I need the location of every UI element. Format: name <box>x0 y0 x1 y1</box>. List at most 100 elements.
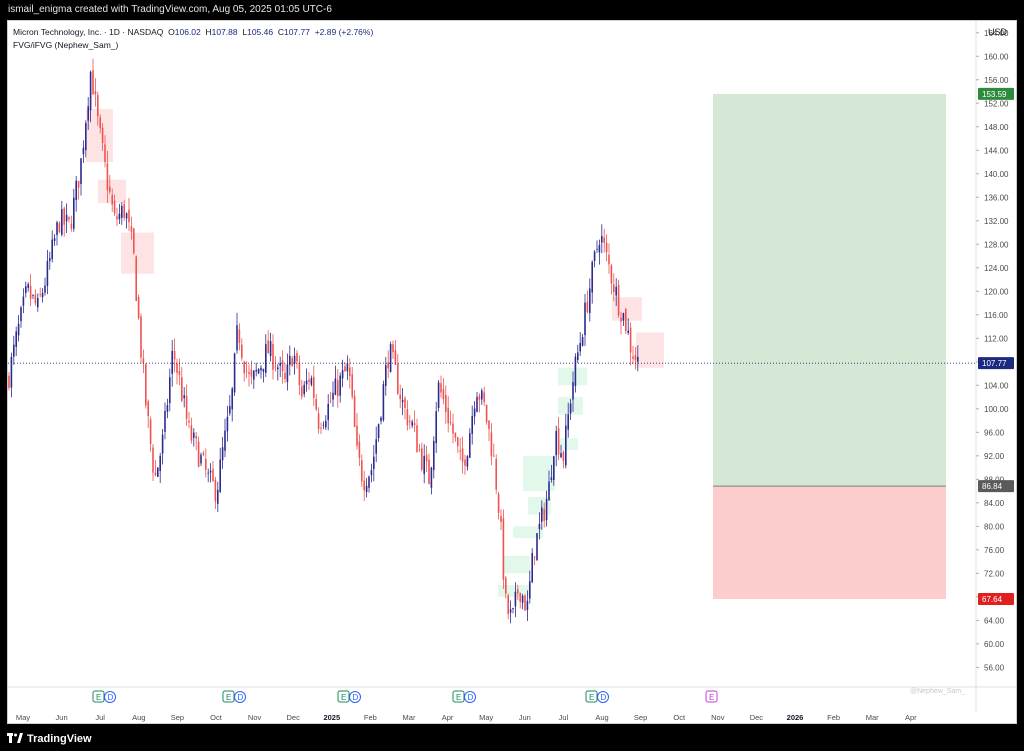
candle-body <box>358 441 361 459</box>
y-tick-label: 56.00 <box>984 663 1005 672</box>
candle-body <box>255 369 257 372</box>
candle-body <box>325 420 327 428</box>
symbol-name[interactable]: Micron Technology, Inc. · 1D · NASDAQ <box>13 27 164 37</box>
candle-body <box>41 292 44 298</box>
candle-body <box>125 213 128 219</box>
candle-body <box>317 413 320 429</box>
candle-body <box>245 370 248 372</box>
credit-bar: ismail_enigma created with TradingView.c… <box>0 0 1024 20</box>
candle-body <box>118 213 121 220</box>
candle-body <box>195 435 197 439</box>
candle-body <box>20 307 22 322</box>
candle-body <box>56 222 58 235</box>
candle-body <box>601 236 603 243</box>
candle-body <box>531 552 533 583</box>
earnings-marker-icon <box>337 690 350 703</box>
y-tick-label: 140.00 <box>984 170 1009 179</box>
candle-body <box>53 238 56 241</box>
x-tick-label: Jul <box>559 713 569 722</box>
candle-body <box>579 342 581 352</box>
candle-body <box>109 186 111 192</box>
candle-body <box>34 294 37 304</box>
bearish-fvg-box <box>121 232 154 274</box>
candle-body <box>320 427 322 429</box>
candle-body <box>332 392 334 400</box>
candle-body <box>202 452 205 455</box>
candle-body <box>509 609 512 613</box>
candle-body <box>394 350 397 365</box>
high-label: H <box>205 27 212 37</box>
candle-body <box>421 448 423 470</box>
candle-body <box>152 447 154 473</box>
candle-body <box>385 365 387 386</box>
candle-body <box>346 363 349 372</box>
candle-body <box>543 508 545 521</box>
candle-body <box>178 370 181 376</box>
bullish-fvg-box <box>498 585 530 597</box>
candle-body <box>229 406 231 414</box>
candle-body <box>200 454 202 464</box>
candle-body <box>274 366 277 368</box>
y-tick-label: 128.00 <box>984 240 1009 249</box>
target-price-label-bg <box>978 87 1014 100</box>
candle-body <box>293 355 296 364</box>
candle-body <box>488 420 490 430</box>
y-tick-label: 60.00 <box>984 640 1005 649</box>
candle-body <box>104 144 106 162</box>
dividend-marker-label: D <box>353 693 359 702</box>
bullish-fvg-box <box>558 367 587 386</box>
candle-body <box>485 404 488 422</box>
candle-body <box>634 355 637 361</box>
candle-body <box>548 481 550 501</box>
candle-body <box>603 237 605 243</box>
footer-bar: TradingView <box>0 727 1024 751</box>
credit-text: ismail_enigma created with TradingView.c… <box>8 4 332 15</box>
candle-body <box>101 127 104 144</box>
candle-body <box>68 216 70 220</box>
candle-body <box>406 409 409 426</box>
chart-frame[interactable]: 56.0060.0064.0068.0072.0076.0080.0084.00… <box>7 20 1017 724</box>
candle-body <box>262 368 265 372</box>
candle-body <box>560 453 562 458</box>
candle-body <box>37 298 39 308</box>
candle-body <box>497 493 500 513</box>
price-chart[interactable]: 56.0060.0064.0068.0072.0076.0080.0084.00… <box>8 21 1016 723</box>
candle-body <box>301 386 303 397</box>
y-tick-label: 96.00 <box>984 428 1005 437</box>
dividend-marker-icon <box>349 691 361 703</box>
y-tick-label: 144.00 <box>984 146 1009 155</box>
candle-body <box>137 297 140 319</box>
candle-body <box>217 489 219 504</box>
x-tick-label: 2026 <box>787 713 804 722</box>
candle-body <box>315 399 317 410</box>
candle-body <box>243 361 245 374</box>
candle-body <box>130 226 133 232</box>
candle-body <box>233 353 236 393</box>
candle-body <box>373 456 375 470</box>
candle-body <box>63 208 65 225</box>
y-tick-label: 100.00 <box>984 405 1009 414</box>
candle-body <box>397 363 399 394</box>
candle-body <box>226 416 229 432</box>
candle-body <box>428 459 430 485</box>
bullish-fvg-box <box>558 438 578 450</box>
candle-body <box>627 330 629 333</box>
candle-body <box>85 123 87 151</box>
candle-body <box>622 313 625 321</box>
indicator-name[interactable]: FVG/iFVG (Nephew_Sam_) <box>13 40 119 50</box>
candle-body <box>8 375 10 388</box>
candle-body <box>286 364 289 382</box>
candle-body <box>473 408 476 417</box>
candle-body <box>70 223 73 229</box>
x-tick-label: 2025 <box>323 713 340 722</box>
candle-body <box>389 344 392 373</box>
candle-body <box>219 459 221 493</box>
candle-body <box>140 316 142 358</box>
x-tick-label: Dec <box>750 713 764 722</box>
candle-body <box>181 377 183 401</box>
x-tick-label: Dec <box>287 713 301 722</box>
entry-price-label: 86.84 <box>982 482 1003 491</box>
candle-body <box>344 366 346 372</box>
candle-body <box>512 607 514 609</box>
candle-body <box>567 414 569 430</box>
